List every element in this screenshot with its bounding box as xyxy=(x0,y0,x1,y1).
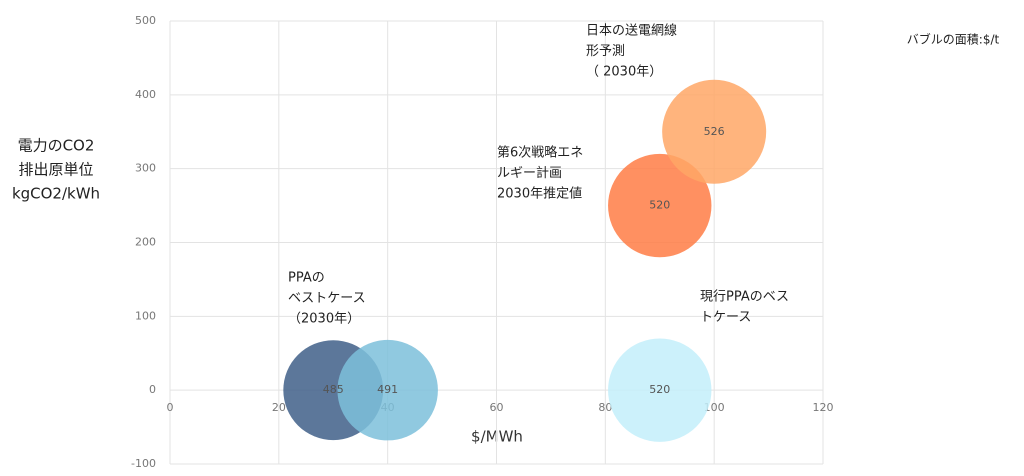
y-tick-label: 0 xyxy=(149,383,156,396)
x-tick-label: 80 xyxy=(598,401,612,414)
bubble xyxy=(608,153,712,258)
size-note: バブルの面積:$/t xyxy=(907,32,1000,47)
annotation: 日本の送電網線 xyxy=(586,23,677,39)
bubble-label: 526 xyxy=(704,125,725,138)
bubble xyxy=(337,339,438,441)
x-tick-label: 120 xyxy=(813,401,834,414)
annotation: （2030年） xyxy=(288,312,360,327)
annotation: （ 2030年） xyxy=(586,65,662,80)
bubble-label: 520 xyxy=(649,199,670,212)
annotation: ルギー計画 xyxy=(497,165,562,181)
annotation: 現行PPAのベス xyxy=(700,290,789,305)
annotation: トケース xyxy=(700,310,751,325)
annotation: ベストケース xyxy=(288,291,366,306)
x-tick-label: 60 xyxy=(490,401,504,414)
annotation: 形予測 xyxy=(586,44,625,59)
x-tick-label: 0 xyxy=(167,401,174,414)
bubble xyxy=(608,338,712,442)
y-tick-label: 200 xyxy=(135,236,156,249)
y-tick-label: 500 xyxy=(135,14,156,27)
y-axis-title: 電力のCO2 xyxy=(18,137,95,155)
y-axis-title: kgCO2/kWh xyxy=(12,185,100,203)
annotation: 2030年推定値 xyxy=(497,186,582,202)
x-tick-label: 20 xyxy=(272,401,286,414)
y-tick-label: 100 xyxy=(135,309,156,322)
y-tick-label: -100 xyxy=(131,457,156,470)
y-tick-label: 400 xyxy=(135,88,156,101)
bubble-label: 491 xyxy=(377,383,398,396)
bubble-label: 485 xyxy=(323,383,344,396)
y-axis-title: 排出原単位 xyxy=(18,161,93,179)
bubble xyxy=(662,79,767,184)
y-tick-label: 300 xyxy=(135,162,156,175)
bubble-label: 520 xyxy=(649,383,670,396)
annotation: PPAの xyxy=(288,271,325,286)
annotation: 第6次戦略エネ xyxy=(497,145,583,161)
